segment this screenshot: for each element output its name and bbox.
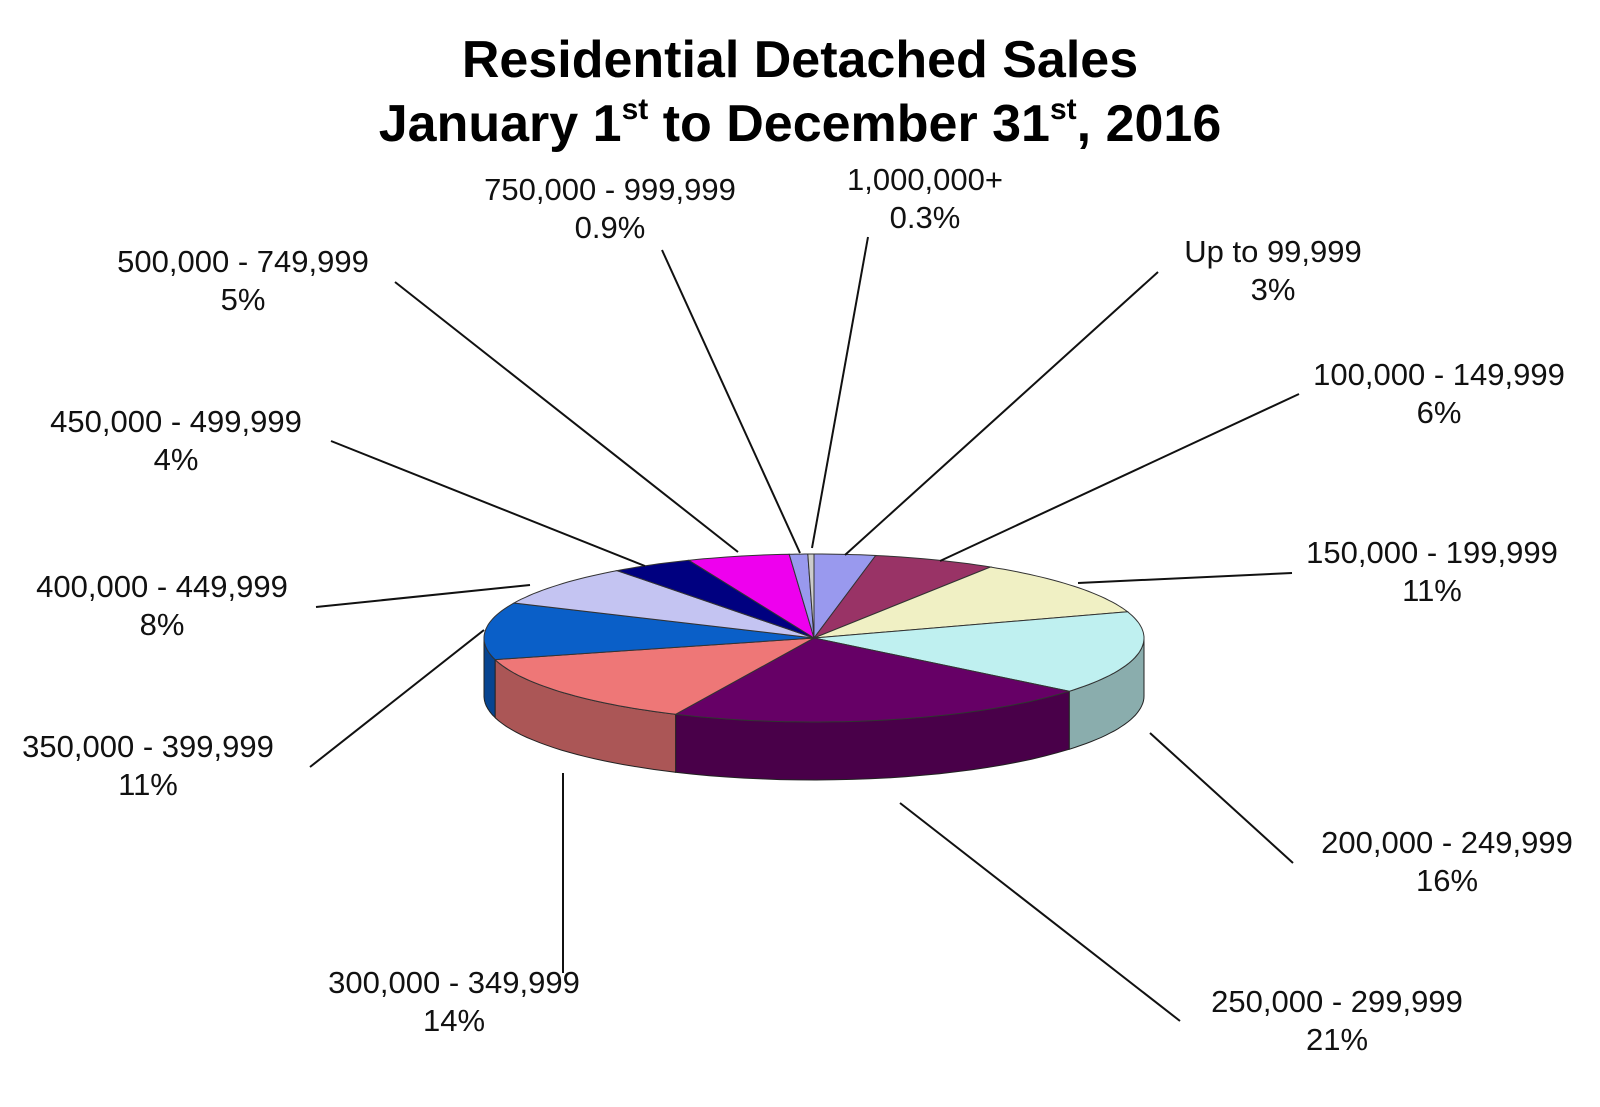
pie-slice-1 — [812, 554, 993, 640]
pie-tops — [483, 553, 1145, 723]
title-date-start: January 1 — [378, 95, 622, 153]
slice-value-4: 21% — [1306, 1022, 1368, 1057]
slice-value-9: 5% — [221, 282, 266, 317]
title-superscript-1: st — [621, 93, 649, 126]
slice-label-6: 350,000 - 399,999 — [22, 729, 274, 764]
slice-label-8: 450,000 - 499,999 — [50, 404, 302, 439]
slice-value-3: 16% — [1416, 863, 1478, 898]
slice-label-3: 200,000 - 249,999 — [1321, 825, 1573, 860]
leader-line-2 — [1077, 572, 1293, 584]
pie-slice-5 — [493, 637, 815, 715]
slice-value-7: 8% — [140, 607, 185, 642]
slice-label-1: 100,000 - 149,999 — [1313, 357, 1565, 392]
slice-value-6: 11% — [118, 767, 178, 802]
title-date-end: , 2016 — [1076, 95, 1222, 153]
pie-slice-9 — [687, 553, 815, 640]
leader-line-7 — [315, 584, 531, 608]
slice-label-11: 1,000,000+ — [847, 162, 1003, 197]
slice-value-11: 0.3% — [890, 200, 961, 235]
pie-slice-4 — [673, 637, 1070, 723]
pie-slice-7 — [512, 570, 815, 639]
leader-line-11 — [811, 236, 869, 549]
title-line-1: Residential Detached Sales — [461, 31, 1139, 89]
leader-lines — [309, 236, 1300, 1022]
slice-value-10: 0.9% — [575, 210, 646, 245]
leader-line-0 — [844, 271, 1159, 556]
title-superscript-2: st — [1049, 93, 1077, 126]
pie-sides — [483, 637, 1145, 781]
pie-slice-8 — [615, 559, 815, 639]
pie-slice-6 — [483, 602, 815, 661]
leader-line-3 — [1149, 732, 1294, 864]
slice-label-5: 300,000 - 349,999 — [328, 965, 580, 1000]
slice-label-9: 500,000 - 749,999 — [117, 244, 369, 279]
slice-value-1: 6% — [1417, 395, 1462, 430]
leader-line-6 — [309, 629, 485, 768]
pie-slice-10 — [788, 553, 815, 639]
leader-line-8 — [330, 440, 646, 567]
leader-line-4 — [899, 802, 1181, 1022]
slice-label-0: Up to 99,999 — [1184, 234, 1362, 269]
leader-line-1 — [939, 393, 1300, 562]
leader-line-9 — [394, 281, 739, 553]
pie-slice-2 — [813, 566, 1129, 639]
slice-value-0: 3% — [1251, 272, 1296, 307]
title-date-mid: to December 31 — [648, 95, 1050, 153]
pie-slice-3 — [813, 611, 1145, 692]
slice-label-2: 150,000 - 199,999 — [1306, 535, 1558, 570]
slice-label-10: 750,000 - 999,999 — [484, 172, 736, 207]
slice-label-4: 250,000 - 299,999 — [1211, 984, 1463, 1019]
slice-value-8: 4% — [154, 442, 199, 477]
title-line-2: January 1st to December 31st, 2016 — [0, 92, 1600, 156]
slice-value-2: 11% — [1402, 573, 1462, 608]
chart-title: Residential Detached Sales January 1st t… — [0, 28, 1600, 156]
slice-label-7: 400,000 - 449,999 — [36, 569, 288, 604]
slice-value-5: 14% — [423, 1003, 485, 1038]
leader-line-10 — [661, 249, 801, 554]
pie-slice-11 — [807, 553, 815, 639]
